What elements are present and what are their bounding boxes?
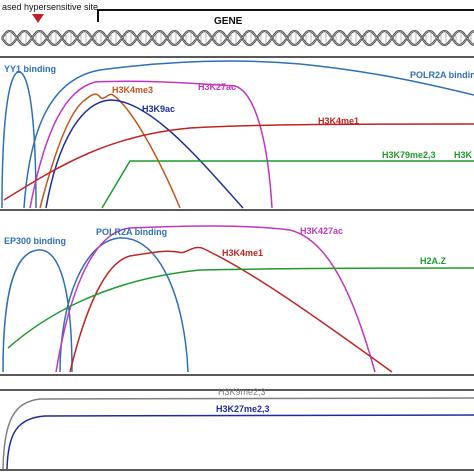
curve-h3k27me23: [6, 414, 474, 470]
curve-h2az: [7, 267, 474, 349]
label-h3k427ac: H3K427ac: [300, 226, 343, 236]
label-h2az: H2A.Z: [420, 256, 447, 266]
curve-yy1-binding: [1, 71, 37, 209]
curve-h3k79me23: [101, 160, 474, 209]
label-h3k4me1-2: H3K4me1: [222, 248, 263, 258]
dna-helix: [1, 29, 474, 47]
curve-h3k427ac: [55, 225, 376, 373]
label-h3k4me3: H3K4me3: [112, 85, 153, 95]
label-h3k27ac: H3K27ac: [198, 82, 236, 92]
hypersensitive-site-label: ased hypersensitive site: [2, 2, 98, 12]
curve-ep300-binding: [2, 249, 73, 373]
header: ased hypersensitive site GENE: [1, 2, 474, 47]
label-h3k4me1: H3K4me1: [318, 116, 359, 126]
panel-repressed: H3K9me2,3 H3K27me2,3: [2, 387, 474, 470]
label-h3k36: H3K: [454, 150, 473, 160]
curve-h3k27ac: [29, 80, 273, 209]
label-polr2a-binding-2: POLR2A binding: [96, 227, 167, 237]
label-h3k9me23: H3K9me2,3: [218, 387, 266, 397]
curve-h3k4me1: [3, 123, 474, 201]
curve-polr2a-binding: [23, 60, 474, 209]
label-yy1-binding: YY1 binding: [4, 64, 56, 74]
gene-bracket: [97, 9, 474, 22]
gene-label: GENE: [214, 16, 243, 27]
label-h3k9ac: H3K9ac: [142, 104, 175, 114]
label-ep300-binding: EP300 binding: [4, 236, 66, 246]
curve-h3k4me3: [39, 93, 181, 209]
label-h3k27me23: H3K27me2,3: [216, 404, 270, 414]
curve-polr2a-binding-2: [59, 237, 189, 373]
curve-h3k9me23: [2, 397, 474, 470]
panel-active: YY1 binding POLR2A binding H3K27ac H3K4m…: [1, 60, 474, 209]
curve-h3k4me1-2: [69, 246, 393, 373]
panel-enhancer: EP300 binding POLR2A binding H3K427ac H3…: [2, 225, 474, 373]
hypersensitive-site-marker-icon: [32, 14, 44, 23]
label-polr2a-binding: POLR2A binding: [410, 70, 474, 80]
curve-h3k9ac: [45, 99, 244, 209]
label-h3k79me23: H3K79me2,3: [382, 150, 436, 160]
